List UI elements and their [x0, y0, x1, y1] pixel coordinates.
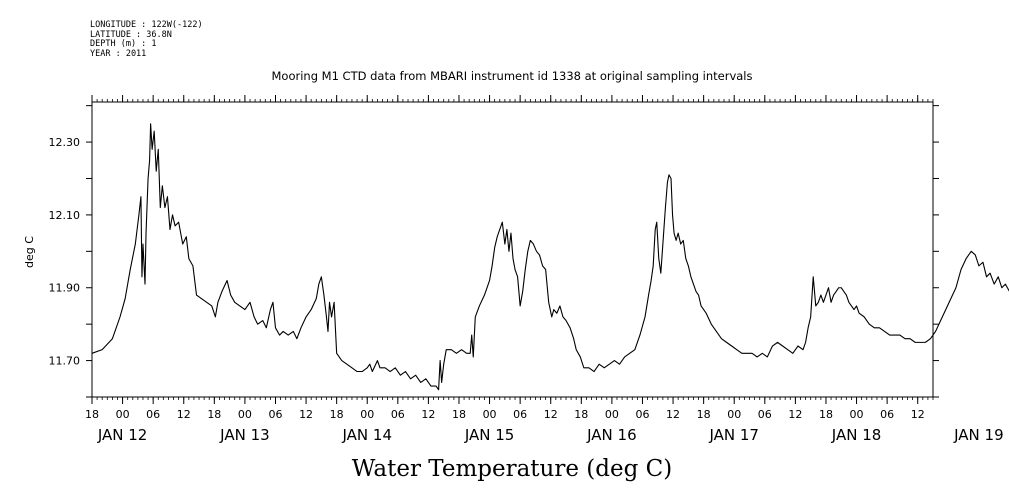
latitude-text: LATITUDE : 36.8N	[90, 29, 172, 40]
metadata-block: LONGITUDE : 122W(-122) LATITUDE : 36.8N …	[90, 20, 203, 59]
x-tick-label: 06	[880, 408, 894, 421]
x-tick-label: 00	[605, 408, 619, 421]
x-day-label: JAN 12	[97, 426, 148, 444]
y-tick-label: 11.90	[49, 282, 81, 295]
x-tick-label: 18	[85, 408, 99, 421]
x-day-label: JAN 18	[831, 426, 882, 444]
x-tick-label: 18	[207, 408, 221, 421]
x-tick-label: 06	[758, 408, 772, 421]
x-tick-label: 12	[666, 408, 680, 421]
chart-title: Mooring M1 CTD data from MBARI instrumen…	[272, 69, 753, 83]
x-tick-label: 06	[391, 408, 405, 421]
x-day-label: JAN 19	[953, 426, 1004, 444]
depth-text: DEPTH (m) : 1	[90, 39, 157, 50]
x-tick-label: 18	[330, 408, 344, 421]
x-tick-label: 00	[850, 408, 864, 421]
x-tick-label: 12	[177, 408, 191, 421]
temperature-series-line	[91, 123, 1009, 391]
x-day-label: JAN 17	[708, 426, 759, 444]
x-tick-label: 18	[452, 408, 466, 421]
x-tick-label: 06	[635, 408, 649, 421]
year-text: YEAR : 2011	[90, 48, 147, 59]
x-axis: 18 00 06 12 18 00 06 12 18 00 06 12 18 00 06 12 18 00 06 12…	[85, 95, 1004, 444]
x-tick-label: 12	[911, 408, 925, 421]
longitude-text: LONGITUDE : 122W(-122)	[90, 20, 203, 30]
x-tick-label: 12	[544, 408, 558, 421]
y-tick-label: 12.30	[49, 136, 81, 149]
x-axis-title: Water Temperature (deg C)	[352, 456, 672, 482]
x-day-label: JAN 16	[586, 426, 637, 444]
y-tick-label: 12.10	[49, 209, 81, 222]
x-tick-label: 00	[483, 408, 497, 421]
x-tick-label: 06	[513, 408, 527, 421]
x-day-label: JAN 14	[341, 426, 392, 444]
x-tick-label: 06	[146, 408, 160, 421]
x-tick-label: 12	[421, 408, 435, 421]
y-tick-label: 11.70	[49, 355, 81, 368]
x-tick-label: 12	[788, 408, 802, 421]
x-tick-label: 00	[238, 408, 252, 421]
x-day-label: JAN 15	[464, 426, 515, 444]
x-day-label: JAN 13	[219, 426, 270, 444]
series-group	[91, 123, 1009, 391]
x-tick-label: 18	[697, 408, 711, 421]
x-tick-label: 18	[819, 408, 833, 421]
x-tick-label: 12	[299, 408, 313, 421]
x-tick-label: 18	[574, 408, 588, 421]
y-axis: 11.70 11.90 12.10 12.30	[49, 105, 939, 398]
x-tick-label: 00	[727, 408, 741, 421]
plot-frame	[91, 101, 934, 398]
y-axis-label: deg C	[23, 236, 36, 268]
x-tick-label: 00	[360, 408, 374, 421]
x-tick-label: 06	[268, 408, 282, 421]
x-tick-label: 00	[116, 408, 130, 421]
